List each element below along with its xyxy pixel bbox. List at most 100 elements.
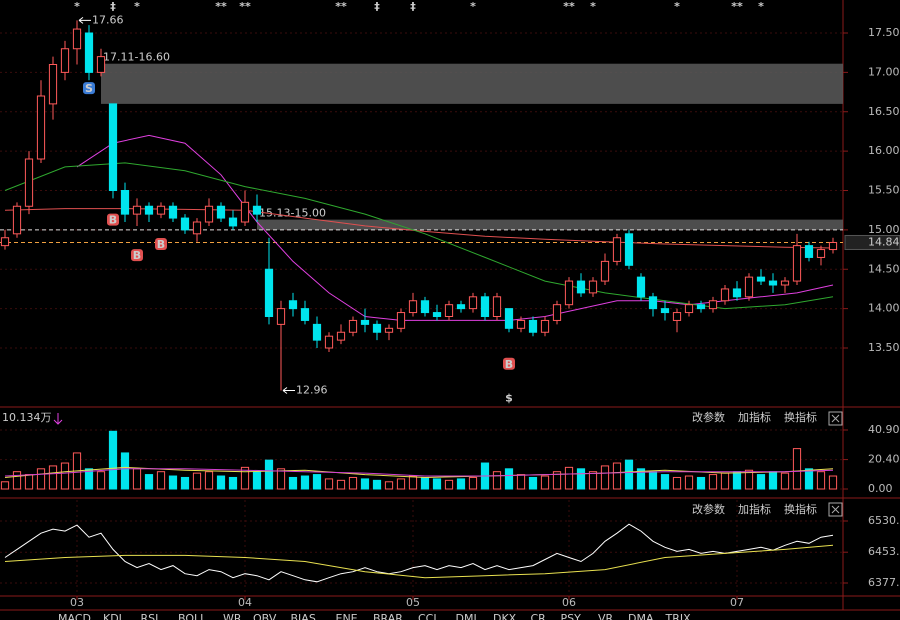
candle-body [696, 304, 706, 310]
candle-body [516, 319, 526, 329]
top-mark: ‡ [410, 0, 416, 13]
volume-bar [336, 479, 346, 490]
y-tick-label: 14.50 [868, 262, 900, 275]
down-arrow [53, 413, 63, 425]
volume-bar [276, 468, 286, 490]
indicator-line [4, 544, 834, 579]
candle-body [192, 221, 202, 235]
volume-bar [552, 471, 562, 490]
top-mark: ** [335, 0, 347, 13]
indicator-tab[interactable]: MACD [58, 612, 91, 620]
price-zone [101, 63, 843, 104]
volume-bar [744, 469, 754, 490]
volume-bar [60, 462, 70, 490]
top-mark: * [74, 0, 80, 13]
volume-bar [420, 476, 430, 490]
close-button[interactable] [828, 502, 843, 517]
candle-body [216, 205, 226, 219]
candle-body [264, 268, 274, 317]
volume-bar [456, 478, 466, 490]
candle-body [168, 205, 178, 219]
candle-body [72, 28, 82, 50]
candle-body [108, 103, 118, 191]
x-tick-label: 03 [70, 596, 84, 609]
candle-body [720, 288, 730, 302]
indicator-tab[interactable]: BRAR [373, 612, 403, 620]
signal-label: B [109, 214, 117, 227]
volume-bar [540, 475, 550, 490]
top-mark: ** [731, 0, 743, 13]
annotation-arrow [78, 17, 91, 24]
indicator-tab[interactable]: TRIX [665, 612, 692, 620]
indicator-tab[interactable]: BIAS [291, 612, 316, 620]
top-mark: * [674, 0, 680, 13]
price-tag-label: 14.84 [868, 235, 900, 248]
volume-bar [252, 471, 262, 490]
candle-body [600, 260, 610, 282]
candle-body [180, 217, 190, 231]
panel-button[interactable]: 换指标 [784, 410, 817, 424]
top-mark: ‡ [110, 0, 116, 13]
y-tick-label: 15.00 [868, 223, 900, 236]
panel-button[interactable]: 加指标 [738, 502, 771, 516]
indicator-tab[interactable]: RSI [141, 612, 159, 620]
volume-bar [108, 430, 118, 490]
volume-bar [780, 472, 790, 490]
candle-body [708, 300, 718, 310]
volume-bar [648, 471, 658, 490]
x-tick-label: 06 [562, 596, 576, 609]
indicator-tab[interactable]: WR [223, 612, 242, 620]
candle-body [0, 237, 10, 247]
panel-button[interactable]: 改参数 [692, 410, 725, 424]
y-tick-label: 17.00 [868, 65, 900, 78]
indicator-tab[interactable]: DMA [628, 612, 654, 620]
indicator-line [4, 468, 834, 477]
close-icon [831, 505, 840, 514]
volume-bar [684, 475, 694, 490]
panel-button[interactable]: 改参数 [692, 502, 725, 516]
volume-bar [768, 471, 778, 490]
volume-bar [240, 466, 250, 490]
indicator-tab[interactable]: DKX [493, 612, 517, 620]
panel-title: 10.134万 [2, 411, 52, 424]
candle-body [732, 288, 742, 298]
candle-body [240, 201, 250, 223]
y-tick-label: 0.00 [868, 482, 893, 495]
top-mark: ** [563, 0, 575, 13]
indicator-tab[interactable]: OBV [253, 612, 277, 620]
candle-body [420, 300, 430, 314]
candle-body [660, 308, 670, 314]
candle-body [396, 312, 406, 329]
candle-body [12, 205, 22, 235]
indicator-tab[interactable]: DMI [456, 612, 477, 620]
y-tick-label: 17.50 [868, 26, 900, 39]
signal-badge [503, 357, 515, 370]
volume-bar [612, 462, 622, 490]
volume-bar [720, 472, 730, 490]
volume-bar [408, 475, 418, 490]
volume-bar [24, 474, 34, 490]
indicator-tab[interactable]: VR [598, 612, 614, 620]
indicator-tab[interactable]: CR [531, 612, 547, 620]
volume-bar [660, 474, 670, 490]
volume-bar [828, 475, 838, 490]
volume-bar [600, 465, 610, 490]
indicator-tab[interactable]: KDJ [103, 612, 122, 620]
volume-bar [384, 481, 394, 490]
volume-bar [492, 471, 502, 490]
volume-bar [216, 475, 226, 490]
volume-bar [576, 468, 586, 490]
indicator-tab[interactable]: BOLL [178, 612, 207, 620]
volume-bar [120, 452, 130, 490]
candle-body [744, 276, 754, 298]
candle-body [804, 245, 814, 258]
close-button[interactable] [828, 411, 843, 426]
panel-button[interactable]: 加指标 [738, 410, 771, 424]
volume-bar [468, 476, 478, 490]
indicator-tab[interactable]: ENE [336, 612, 358, 620]
top-mark: ** [239, 0, 251, 13]
panel-button[interactable]: 换指标 [784, 502, 817, 516]
indicator-tab[interactable]: PSY [561, 612, 582, 620]
volume-bar [528, 476, 538, 490]
indicator-tab[interactable]: CCI [418, 612, 437, 620]
